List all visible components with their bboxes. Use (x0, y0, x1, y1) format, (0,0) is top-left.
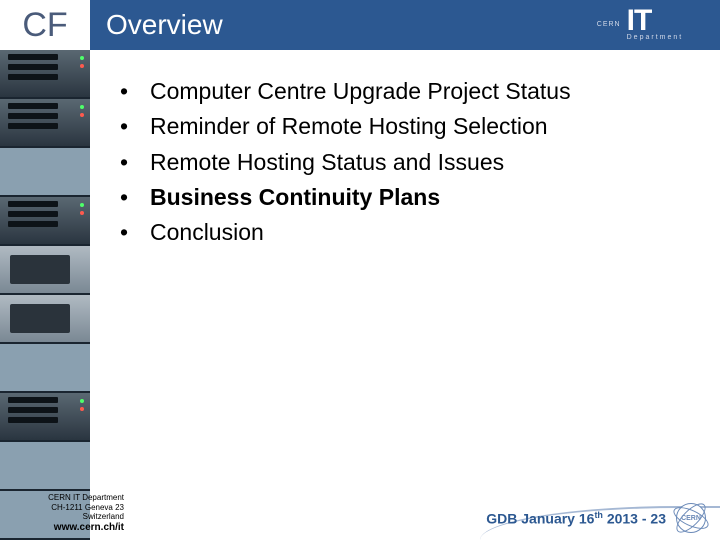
list-item: • Business Continuity Plans (110, 181, 690, 214)
event-prefix: GDB January 16 (486, 510, 594, 526)
bullet-text: Computer Centre Upgrade Project Status (150, 75, 571, 108)
event-super: th (594, 510, 603, 520)
list-item: • Conclusion (110, 216, 690, 249)
rack-sidebar-image (0, 50, 90, 540)
list-item: • Computer Centre Upgrade Project Status (110, 75, 690, 108)
list-item: • Reminder of Remote Hosting Selection (110, 110, 690, 143)
header-code: CF (0, 0, 90, 50)
bullet-icon: • (120, 216, 128, 249)
bullet-icon: • (120, 146, 128, 179)
logo-it-text: IT (627, 9, 684, 33)
bullet-text: Business Continuity Plans (150, 181, 440, 214)
bullet-text: Reminder of Remote Hosting Selection (150, 110, 548, 143)
list-item: • Remote Hosting Status and Issues (110, 146, 690, 179)
footer-addr2: Switzerland (0, 512, 124, 522)
bullet-icon: • (120, 181, 128, 214)
footer-dept: CERN IT Department (0, 493, 124, 503)
slide-title: Overview (90, 0, 560, 50)
event-suffix: 2013 - 23 (603, 510, 666, 526)
it-department-logo: CERN IT Department (560, 0, 720, 50)
footer-event: GDB January 16th 2013 - 23 CERN (420, 500, 720, 536)
bullet-list: • Computer Centre Upgrade Project Status… (110, 75, 690, 250)
bullet-icon: • (120, 75, 128, 108)
cern-seal-icon: CERN (676, 503, 706, 533)
footer-address: CERN IT Department CH-1211 Geneva 23 Swi… (0, 493, 130, 534)
header-bar: CF Overview CERN IT Department (0, 0, 720, 50)
bullet-icon: • (120, 110, 128, 143)
footer-addr1: CH-1211 Geneva 23 (0, 503, 124, 513)
bullet-text: Remote Hosting Status and Issues (150, 146, 504, 179)
footer-url: www.cern.ch/it (0, 522, 124, 534)
seal-text: CERN (681, 515, 701, 522)
bullet-text: Conclusion (150, 216, 264, 249)
content-area: • Computer Centre Upgrade Project Status… (110, 75, 690, 252)
logo-cern-text: CERN (597, 21, 621, 29)
logo-department-text: Department (627, 34, 684, 41)
